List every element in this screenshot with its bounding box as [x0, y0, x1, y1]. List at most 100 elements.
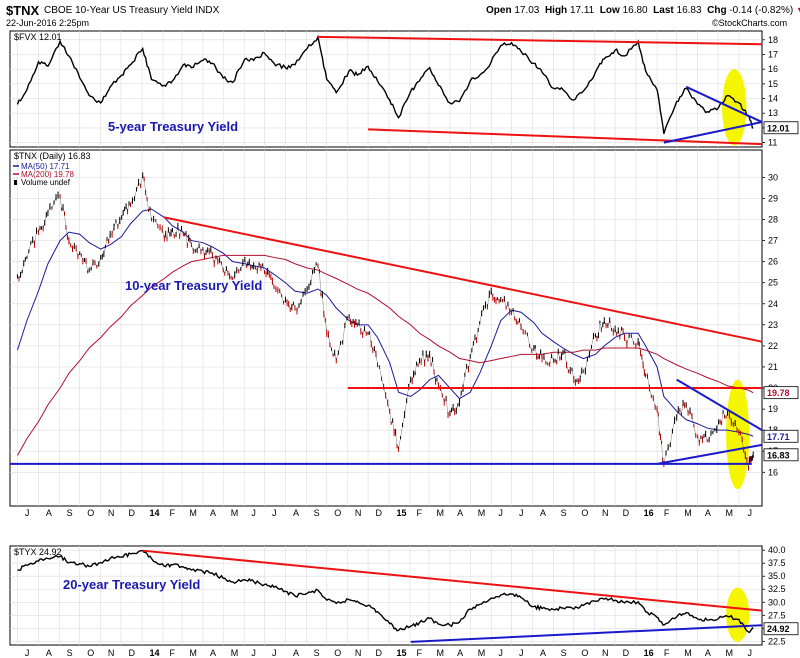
fvx-ytick-label: 14 — [768, 94, 778, 104]
x-axis-label-bottom: N — [355, 648, 362, 658]
tnx-ytick-label: 28 — [768, 215, 778, 225]
tnx-ytick-label: 27 — [768, 236, 778, 246]
tyx-title: $TYX 24.92 — [14, 547, 62, 557]
x-axis-label-bottom: 16 — [644, 648, 654, 658]
x-axis-label-bottom: J — [251, 648, 256, 658]
x-axis-label-bottom: J — [498, 648, 503, 658]
x-axis-label-bottom: M — [189, 648, 197, 658]
chg-label: Chg — [707, 5, 727, 16]
x-axis-label-bottom: M — [478, 648, 486, 658]
tnx-trendline-red — [164, 216, 763, 343]
x-axis-label-bottom: 15 — [397, 648, 407, 658]
index-name-label: CBOE 10-Year US Treasury Yield INDX — [44, 5, 220, 16]
x-axis-label-top: J — [519, 508, 524, 518]
tyx-value-tag: 24.92 — [767, 624, 790, 634]
x-axis-label-top: S — [314, 508, 320, 518]
fvx-trendline-red — [368, 128, 763, 146]
chg-value: -0.14 (-0.82%) — [729, 5, 794, 16]
fvx-trendline-blue — [663, 121, 763, 144]
tyx-annotation: 20-year Treasury Yield — [63, 577, 200, 592]
x-axis-label-bottom: N — [602, 648, 609, 658]
x-axis-label-top: M — [231, 508, 239, 518]
x-axis-label-bottom: F — [664, 648, 670, 658]
tnx-ytick-label: 29 — [768, 193, 778, 203]
tnx-price-line — [17, 174, 754, 469]
down-triangle-icon: ▼ — [796, 5, 800, 15]
low-label: Low — [599, 5, 620, 16]
tyx-ytick-label: 27.5 — [768, 610, 786, 620]
x-axis-label-bottom: O — [334, 648, 341, 658]
x-axis-label-top: A — [46, 508, 52, 518]
tnx-value-tag: 19.78 — [767, 388, 790, 398]
x-axis-label-bottom: J — [25, 648, 30, 658]
x-axis-label-top: N — [108, 508, 115, 518]
fvx-annotation: 5-year Treasury Yield — [108, 119, 238, 134]
fvx-trendline-blue — [685, 85, 763, 123]
fvx-value-tag-box — [763, 121, 799, 135]
x-axis-label-bottom: M — [684, 648, 692, 658]
tnx-plot-frame — [9, 149, 763, 507]
x-axis-label-top: F — [169, 508, 175, 518]
x-axis-label-bottom: S — [561, 648, 567, 658]
x-axis-label-bottom: A — [705, 648, 711, 658]
x-axis-label-bottom: A — [540, 648, 546, 658]
x-axis-label-bottom: D — [623, 648, 630, 658]
tnx-ytick-label: 26 — [768, 257, 778, 267]
x-axis-label-top: A — [457, 508, 463, 518]
x-axis-label-top: O — [334, 508, 341, 518]
tnx-ma50-line — [16, 208, 754, 437]
fvx-title: $FVX 12.01 — [14, 32, 62, 42]
tnx-value-tag-box — [763, 429, 799, 443]
x-axis-label-bottom: 14 — [149, 648, 159, 658]
x-axis-label-bottom: A — [293, 648, 299, 658]
tyx-highlight-ellipse — [726, 587, 750, 642]
x-axis-label-top: A — [540, 508, 546, 518]
tnx-title: $TNX (Daily) 16.83 — [14, 151, 91, 161]
x-axis-label-bottom: M — [725, 648, 733, 658]
tnx-value-tag-box — [763, 386, 799, 400]
x-axis-label-bottom: F — [169, 648, 175, 658]
x-axis-label-top: 16 — [644, 508, 654, 518]
tnx-legend-label: Volume undef — [21, 178, 71, 187]
x-axis-label-top: N — [355, 508, 362, 518]
tnx-ytick-label: 16 — [768, 467, 778, 477]
x-axis-label-top: A — [705, 508, 711, 518]
x-axis-label-top: M — [436, 508, 444, 518]
x-axis-label-top: J — [747, 508, 752, 518]
open-value: 17.03 — [514, 5, 540, 16]
quote-bar: Open 17.03 High 17.11 Low 16.80 Last 16.… — [486, 5, 800, 16]
x-axis-label-top: S — [561, 508, 567, 518]
x-axis-label-bottom: D — [128, 648, 135, 658]
x-axis-label-top: J — [251, 508, 256, 518]
x-axis-label-top: O — [581, 508, 588, 518]
x-axis-label-top: D — [623, 508, 630, 518]
x-axis-label-bottom: D — [376, 648, 383, 658]
x-axis-label-bottom: N — [108, 648, 115, 658]
tyx-ytick-label: 40.0 — [768, 545, 786, 555]
high-value: 17.11 — [569, 5, 595, 16]
tnx-ytick-label: 25 — [768, 278, 778, 288]
x-axis-label-top: M — [189, 508, 197, 518]
tnx-ytick-label: 23 — [768, 320, 778, 330]
tyx-trendline-red — [142, 549, 763, 612]
fvx-ytick-label: 11 — [768, 138, 777, 148]
x-axis-label-bottom: F — [417, 648, 423, 658]
tnx-highlight-ellipse — [726, 379, 750, 490]
fvx-value-tag: 12.01 — [767, 123, 790, 133]
tyx-value-tag-box — [763, 622, 799, 636]
x-axis-label-bottom: A — [457, 648, 463, 658]
high-label: High — [544, 5, 568, 16]
tyx-ytick-label: 22.5 — [768, 636, 786, 646]
x-axis-label-bottom: J — [519, 648, 524, 658]
tnx-ytick-label: 19 — [768, 404, 778, 414]
tnx-trendline-blue — [656, 443, 763, 465]
low-value: 16.80 — [622, 5, 648, 16]
tnx-trendline-blue — [676, 378, 763, 432]
x-axis-label-top: A — [210, 508, 216, 518]
x-axis-label-top: M — [478, 508, 486, 518]
open-label: Open — [486, 5, 512, 16]
tnx-ytick-label: 21 — [768, 362, 778, 372]
x-axis-label-top: M — [725, 508, 733, 518]
x-axis-label-bottom: M — [436, 648, 444, 658]
